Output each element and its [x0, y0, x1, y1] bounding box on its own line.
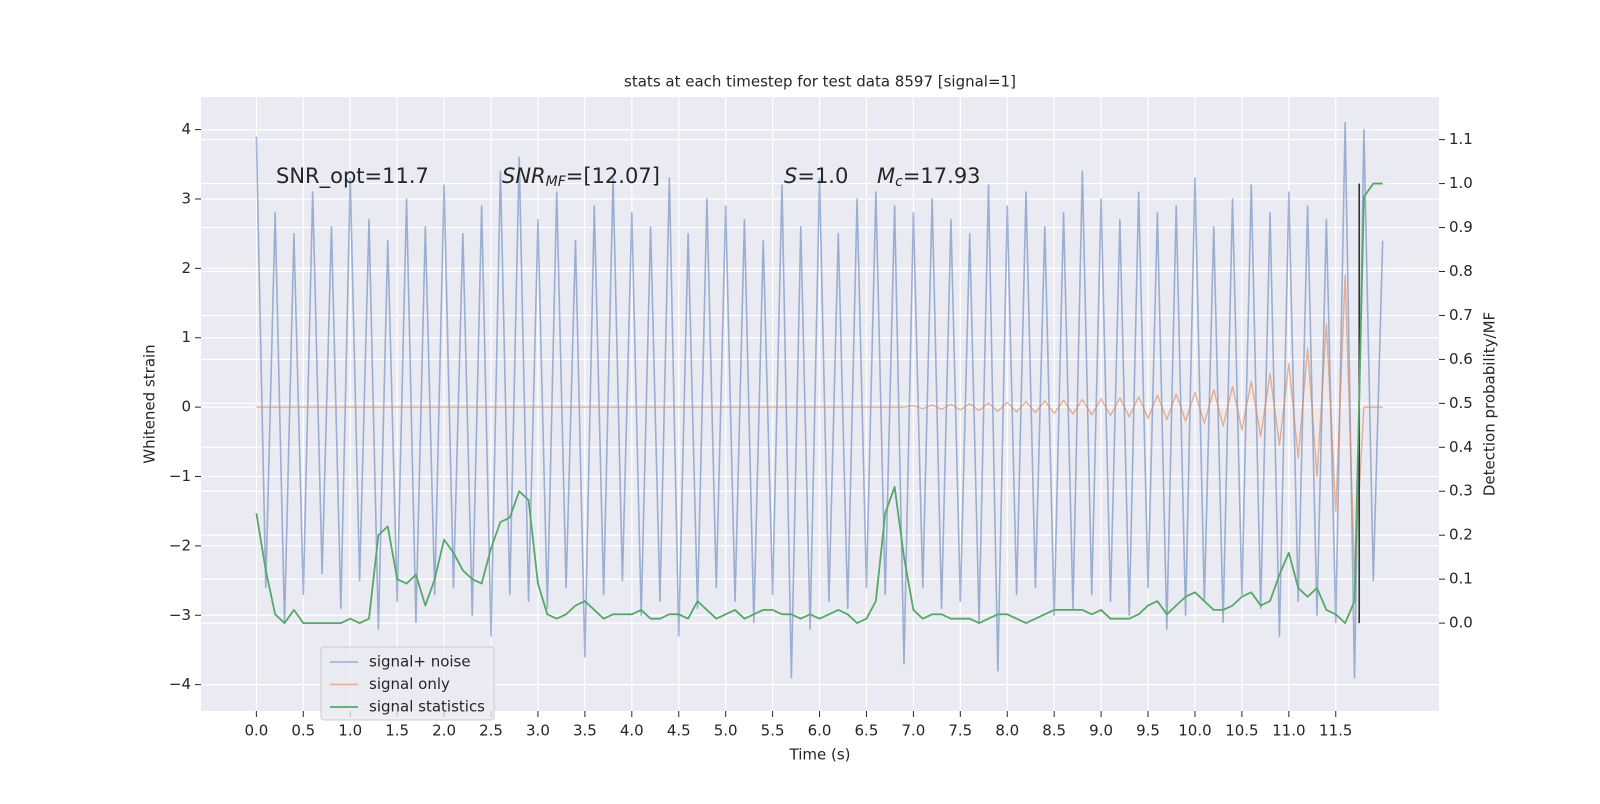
y-tick-label: 1	[181, 328, 191, 346]
annotation-text: SNR_opt=11.7	[276, 164, 429, 189]
series-line	[256, 274, 1383, 575]
y2-tick-label: 1.1	[1449, 130, 1473, 148]
x-tick-label: 1.0	[338, 722, 362, 740]
x-tick-label: 11.0	[1272, 722, 1305, 740]
y2-tick-label: 0.8	[1449, 262, 1473, 280]
series-line	[255, 121, 1384, 679]
y-tick-label: −2	[169, 536, 191, 554]
y2-axis-label: Detection probability/MF	[1481, 312, 1499, 496]
y2-tick-label: 0.7	[1449, 306, 1473, 324]
y-tick-label: −4	[169, 675, 191, 693]
annotation-base: S	[784, 164, 797, 188]
legend: signal+ noise signal only signal statistic…	[320, 646, 495, 721]
x-tick-label: 8.0	[995, 722, 1019, 740]
y-tick-label: 3	[181, 189, 191, 207]
x-tick-label: 7.5	[948, 722, 972, 740]
axes: 0.0 0.5 1.0 1.5 2.0 2.5 3.0 3.5 4.0 4.5 5.0 5.5 6.0 6…	[169, 120, 1473, 739]
y2-tick-label: 0.3	[1449, 482, 1473, 500]
annotation: SNR_opt=11.7	[276, 164, 429, 189]
annotation: Mc=17.93	[877, 164, 981, 190]
x-tick-label: 8.5	[1042, 722, 1066, 740]
x-tick-label: 4.0	[620, 722, 644, 740]
x-tick-label: 2.5	[479, 722, 503, 740]
x-tick-label: 0.0	[244, 722, 268, 740]
legend-label: signal only	[369, 675, 450, 693]
x-tick-label: 10.5	[1225, 722, 1258, 740]
annotation: S=1.0	[784, 164, 848, 188]
y-tick-label: 4	[181, 120, 191, 138]
x-tick-label: 1.5	[385, 722, 409, 740]
annotation-base: M	[877, 164, 895, 188]
x-tick-label: 9.0	[1089, 722, 1113, 740]
x-tick-label: 5.0	[714, 722, 738, 740]
x-tick-label: 2.0	[432, 722, 456, 740]
x-tick-label: 9.5	[1136, 722, 1160, 740]
annotation-text: =[12.07]	[566, 164, 660, 188]
y2-tick-label: 0.1	[1449, 570, 1473, 588]
y2-tick-label: 0.5	[1449, 394, 1473, 412]
y2-tick-label: 1.0	[1449, 174, 1473, 192]
y2-tick-label: 0.0	[1449, 614, 1473, 632]
x-tick-label: 4.5	[667, 722, 691, 740]
y2-tick-label: 0.6	[1449, 350, 1473, 368]
annotation-base: SNR	[502, 164, 546, 188]
y-tick-label: −3	[169, 606, 191, 624]
y2-tick-label: 0.2	[1449, 526, 1473, 544]
annotation-text: =17.93	[903, 164, 981, 188]
legend-label: signal statistics	[369, 698, 485, 716]
y-axis-label: Whitened strain	[141, 344, 159, 463]
y2-tick-label: 0.9	[1449, 218, 1473, 236]
x-tick-label: 3.5	[573, 722, 597, 740]
x-tick-label: 11.5	[1319, 722, 1352, 740]
annotation-text: =1.0	[797, 164, 848, 188]
x-tick-label: 6.0	[808, 722, 832, 740]
marks	[255, 121, 1384, 679]
annotation: SNRMF=[12.07]	[502, 164, 660, 190]
legend-box	[320, 646, 495, 721]
annotation-sub: MF	[546, 174, 567, 190]
x-tick-label: 3.0	[526, 722, 550, 740]
x-tick-label: 5.5	[761, 722, 785, 740]
x-tick-label: 0.5	[291, 722, 315, 740]
x-tick-label: 10.0	[1178, 722, 1211, 740]
legend-label: signal+ noise	[369, 653, 471, 671]
x-tick-label: 6.5	[855, 722, 879, 740]
y-tick-label: 0	[181, 398, 191, 416]
y2-tick-label: 0.4	[1449, 438, 1473, 456]
annotation-sub: c	[895, 174, 903, 190]
chart-title: stats at each timestep for test data 859…	[624, 73, 1016, 91]
series-line	[255, 182, 1383, 624]
x-tick-label: 7.0	[901, 722, 925, 740]
x-axis-label: Time (s)	[789, 746, 851, 764]
y-tick-label: −1	[169, 467, 191, 485]
y-tick-label: 2	[181, 259, 191, 277]
